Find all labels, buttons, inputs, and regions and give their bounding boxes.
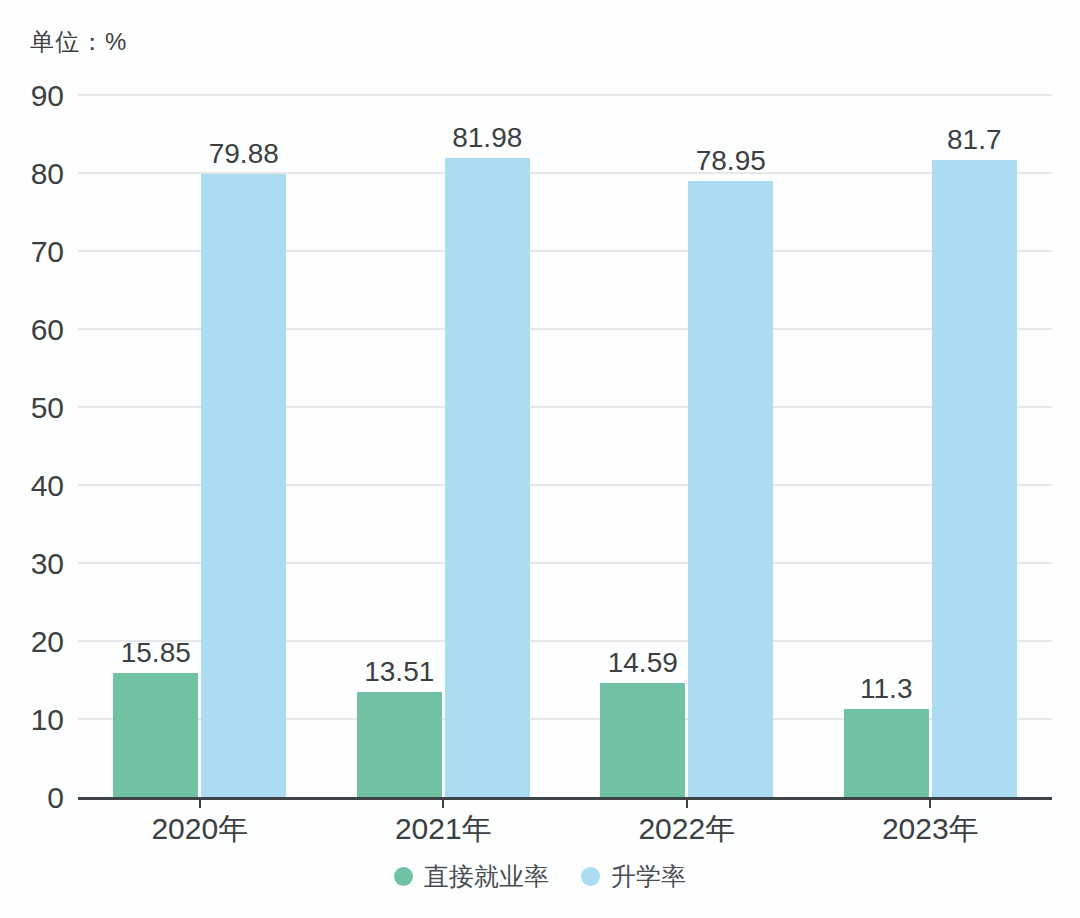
bar-value-label: 78.95 xyxy=(661,145,801,177)
legend-dot-icon xyxy=(581,867,600,886)
x-axis-tick-label: 2020年 xyxy=(110,812,290,846)
y-axis-tick-label: 40 xyxy=(0,471,64,501)
bar-direct-employment-rate-0 xyxy=(113,673,198,797)
x-axis-tick xyxy=(686,800,688,808)
x-axis-tick xyxy=(199,800,201,808)
legend-item-direct-employment-rate: 直接就业率 xyxy=(394,860,549,893)
x-axis-tick xyxy=(929,800,931,808)
x-axis-line xyxy=(78,797,1052,800)
y-axis-tick-label: 30 xyxy=(0,549,64,579)
y-axis-tick-label: 70 xyxy=(0,237,64,267)
x-axis-tick xyxy=(442,800,444,808)
bar-value-label: 81.98 xyxy=(417,122,557,154)
gridline-90 xyxy=(78,94,1052,96)
bar-direct-employment-rate-1 xyxy=(357,692,442,797)
y-axis-tick-label: 50 xyxy=(0,393,64,423)
legend-label: 直接就业率 xyxy=(424,860,549,893)
legend-label: 升学率 xyxy=(611,860,686,893)
y-axis-tick-label: 0 xyxy=(0,783,64,813)
plot-area: 01020304050607080902020年15.8579.882021年1… xyxy=(0,0,1080,918)
y-axis-tick-label: 90 xyxy=(0,81,64,111)
bar-enrollment-rate-2 xyxy=(688,181,773,797)
bar-enrollment-rate-3 xyxy=(932,160,1017,797)
x-axis-tick-label: 2022年 xyxy=(597,812,777,846)
legend-dot-icon xyxy=(394,867,413,886)
bar-value-label: 81.7 xyxy=(904,124,1044,156)
bar-chart: 单位：% 01020304050607080902020年15.8579.882… xyxy=(0,0,1080,918)
x-axis-tick-label: 2023年 xyxy=(840,812,1020,846)
legend: 直接就业率 升学率 xyxy=(0,860,1080,893)
bar-direct-employment-rate-3 xyxy=(844,709,929,797)
bar-direct-employment-rate-2 xyxy=(600,683,685,797)
y-axis-tick-label: 80 xyxy=(0,159,64,189)
bar-enrollment-rate-1 xyxy=(445,158,530,797)
bar-value-label: 79.88 xyxy=(174,138,314,170)
bar-enrollment-rate-0 xyxy=(201,174,286,797)
y-axis-tick-label: 20 xyxy=(0,627,64,657)
legend-item-enrollment-rate: 升学率 xyxy=(581,860,686,893)
y-axis-tick-label: 10 xyxy=(0,705,64,735)
y-axis-tick-label: 60 xyxy=(0,315,64,345)
x-axis-tick-label: 2021年 xyxy=(353,812,533,846)
